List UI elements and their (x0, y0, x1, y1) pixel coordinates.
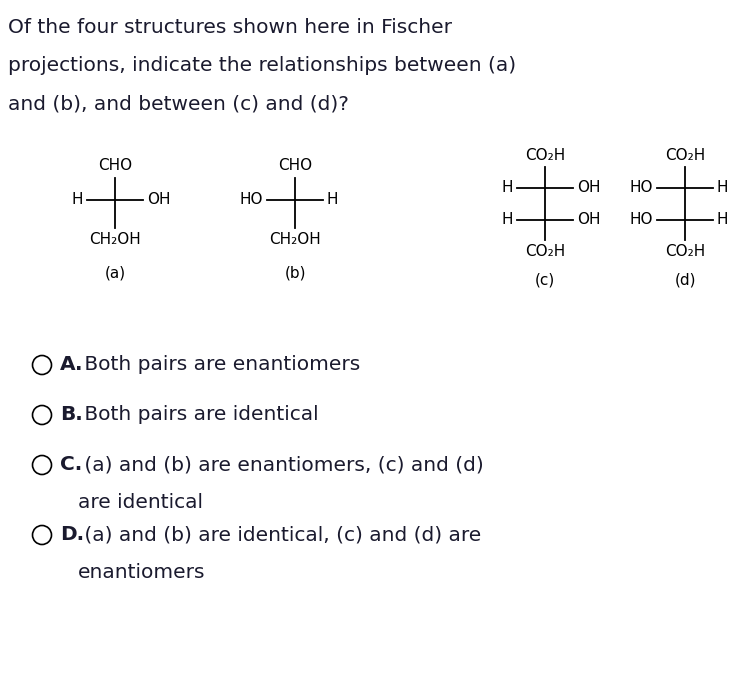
Text: CO₂H: CO₂H (525, 244, 565, 260)
Text: OH: OH (577, 181, 600, 195)
Text: D.: D. (60, 526, 84, 544)
Text: A.: A. (60, 355, 83, 375)
Text: enantiomers: enantiomers (78, 563, 205, 583)
Text: B.: B. (60, 406, 83, 424)
Text: are identical: are identical (78, 493, 203, 512)
Text: OH: OH (577, 212, 600, 228)
Text: Both pairs are identical: Both pairs are identical (78, 406, 318, 424)
Text: and (b), and between (c) and (d)?: and (b), and between (c) and (d)? (8, 94, 349, 113)
Text: CO₂H: CO₂H (665, 147, 705, 163)
Text: HO: HO (629, 181, 653, 195)
Text: CHO: CHO (278, 158, 312, 172)
Text: CH₂OH: CH₂OH (269, 232, 321, 248)
Text: CO₂H: CO₂H (525, 147, 565, 163)
Text: (a) and (b) are enantiomers, (c) and (d): (a) and (b) are enantiomers, (c) and (d) (78, 456, 484, 475)
Text: CH₂OH: CH₂OH (89, 232, 141, 248)
Text: HO: HO (240, 193, 263, 207)
Text: Of the four structures shown here in Fischer: Of the four structures shown here in Fis… (8, 18, 452, 37)
Text: H: H (501, 212, 513, 228)
Text: CO₂H: CO₂H (665, 244, 705, 260)
Text: (d): (d) (674, 272, 696, 288)
Text: (c): (c) (535, 272, 555, 288)
Text: (b): (b) (284, 265, 306, 281)
Text: HO: HO (629, 212, 653, 228)
Text: C.: C. (60, 456, 83, 475)
Text: projections, indicate the relationships between (a): projections, indicate the relationships … (8, 56, 516, 75)
Text: H: H (71, 193, 83, 207)
Text: H: H (717, 212, 728, 228)
Text: Both pairs are enantiomers: Both pairs are enantiomers (78, 355, 360, 375)
Text: (a) and (b) are identical, (c) and (d) are: (a) and (b) are identical, (c) and (d) a… (78, 526, 481, 544)
Text: H: H (717, 181, 728, 195)
Text: CHO: CHO (98, 158, 132, 172)
Text: (a): (a) (104, 265, 126, 281)
Text: H: H (501, 181, 513, 195)
Text: H: H (327, 193, 339, 207)
Text: OH: OH (147, 193, 170, 207)
